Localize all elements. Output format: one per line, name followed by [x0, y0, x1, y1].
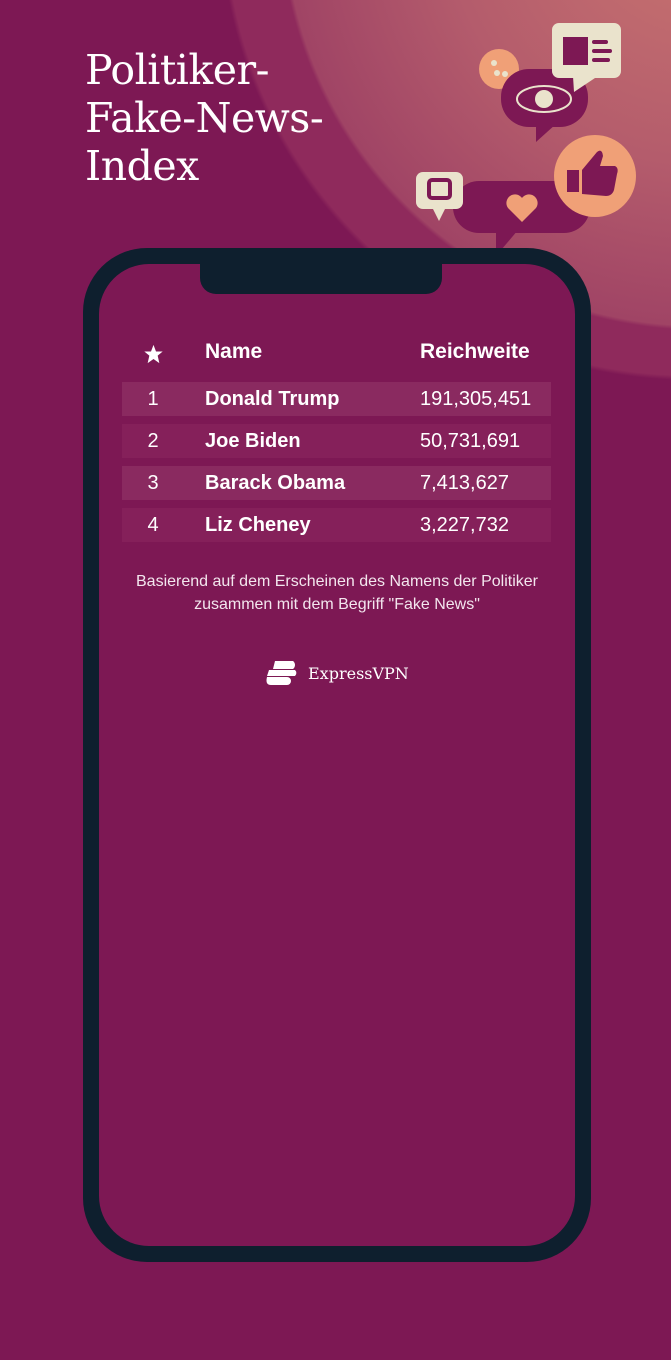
reach-value: 7,413,627 [420, 472, 509, 494]
expressvpn-logo: ExpressVPN [265, 660, 409, 686]
reach-value: 3,227,732 [420, 514, 509, 536]
column-header-name: Name [205, 340, 263, 363]
rank: 4 [147, 514, 159, 536]
repost-icon [416, 172, 463, 221]
politician-name: Joe Biden [205, 430, 301, 452]
brand-name: ExpressVPN [308, 663, 409, 683]
table-row: 4 Liz Cheney 3,227,732 [122, 508, 551, 542]
rank: 3 [147, 472, 159, 494]
column-header-reach: Reichweite [420, 340, 530, 363]
expressvpn-logo-icon [266, 661, 297, 685]
star-icon [144, 344, 163, 364]
rank: 2 [147, 430, 159, 452]
footnote: Basierend auf dem Erscheinen des Namens … [136, 573, 538, 613]
eye-icon [501, 69, 588, 142]
table-row: 3 Barack Obama 7,413,627 [122, 466, 551, 500]
page-title: Politiker- Fake-News- Index [85, 46, 324, 190]
rank: 1 [147, 388, 159, 410]
thumbs-up-icon [554, 135, 636, 217]
table-row: 1 Donald Trump 191,305,451 [122, 382, 551, 416]
news-icon [552, 23, 621, 92]
reach-value: 50,731,691 [420, 430, 521, 452]
phone-notch [200, 248, 442, 294]
social-icons [416, 23, 636, 256]
reach-value: 191,305,451 [420, 388, 532, 410]
table-row: 2 Joe Biden 50,731,691 [122, 424, 551, 458]
politician-name: Liz Cheney [205, 514, 311, 536]
politician-name: Donald Trump [205, 388, 340, 410]
politician-name: Barack Obama [205, 472, 346, 494]
